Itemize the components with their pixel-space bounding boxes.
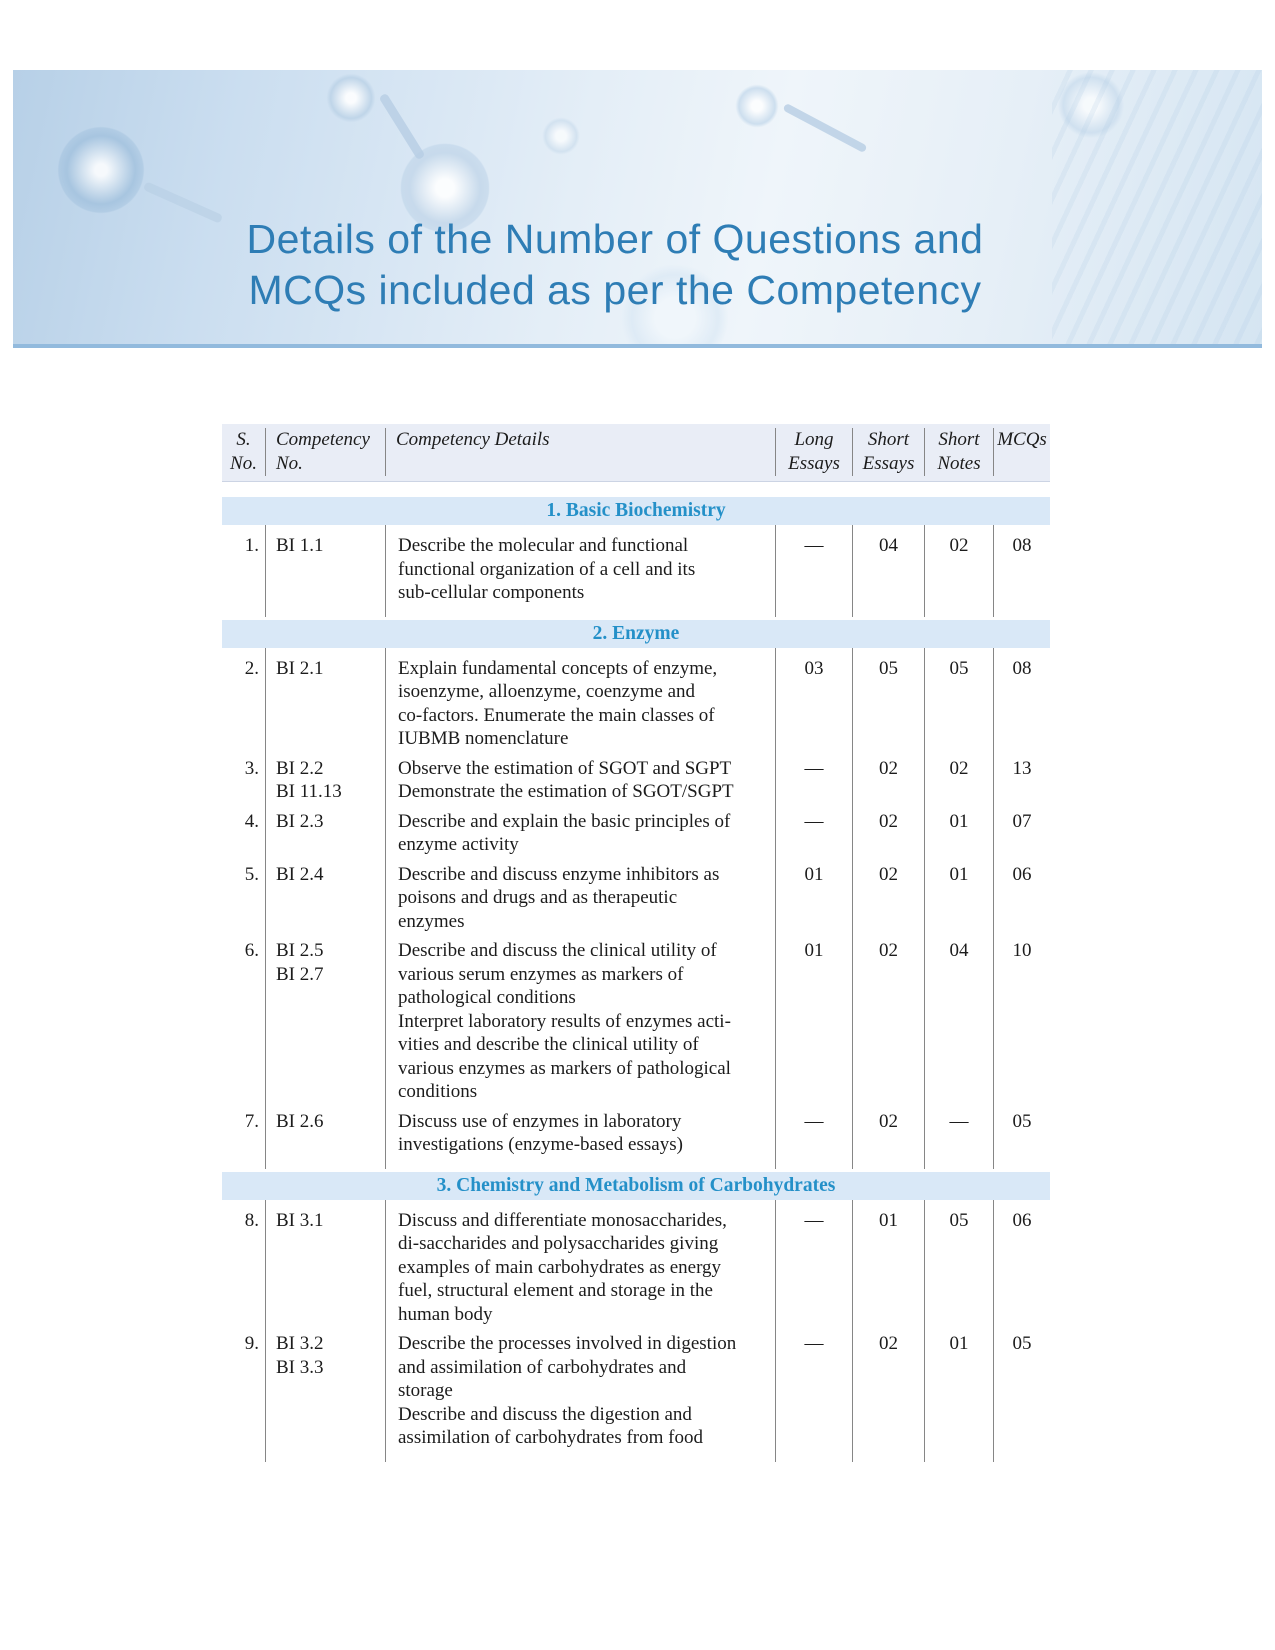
cell-serial-number: 8.	[244, 1209, 259, 1231]
cell-serial-number: 7.	[244, 1110, 259, 1132]
section-rows: 8. BI 3.1 Discuss and differentiate mono…	[222, 1199, 1050, 1462]
cell-serial-number: 5.	[244, 863, 259, 885]
cell-competency-details: Describe the processes involved in diges…	[385, 1329, 775, 1462]
cell-competency-number: BI 2.3	[265, 806, 385, 860]
cell-long-essays: 03	[775, 647, 852, 754]
section-title: 2. Enzyme	[592, 622, 680, 644]
cell-short-essays: 02	[852, 936, 924, 1107]
cell-short-essays: 02	[852, 1106, 924, 1169]
cell-long-essays: —	[775, 1199, 852, 1329]
header-short-notes: Short Notes	[924, 428, 993, 476]
molecule-bond-graphic	[782, 102, 868, 154]
header-competency-no: Competency No.	[265, 428, 385, 476]
cell-short-notes: 05	[924, 1199, 993, 1329]
page-title-line1: Details of the Number of Questions and	[246, 216, 984, 262]
section-rows: 1. BI 1.1 Describe the molecular and fun…	[222, 525, 1050, 617]
cell-mcqs: 06	[993, 859, 1050, 936]
cell-short-essays: 02	[852, 753, 924, 807]
competency-table: S. No. Competency No. Competency Details…	[222, 424, 1050, 1462]
cell-serial-number: 2.	[244, 657, 259, 679]
cell-long-essays: 01	[775, 936, 852, 1107]
table-header-row: S. No. Competency No. Competency Details…	[222, 424, 1050, 482]
cell-long-essays: —	[775, 525, 852, 617]
cell-long-essays: —	[775, 1106, 852, 1169]
cell-competency-details: Describe and explain the basic principle…	[385, 806, 775, 860]
header-long-essays: Long Essays	[775, 428, 852, 476]
cell-mcqs: 05	[993, 1329, 1050, 1462]
cell-competency-details: Explain fundamental concepts of enzyme, …	[385, 647, 775, 754]
cell-competency-number: BI 1.1	[265, 525, 385, 617]
page-title: Details of the Number of Questions and M…	[230, 214, 1000, 316]
header-short-essays: Short Essays	[852, 428, 924, 476]
cell-mcqs: 10	[993, 936, 1050, 1107]
cell-competency-number: BI 2.4	[265, 859, 385, 936]
cell-short-notes: 01	[924, 859, 993, 936]
cell-long-essays: —	[775, 753, 852, 807]
cell-short-notes: 01	[924, 1329, 993, 1462]
cell-competency-number: BI 2.6	[265, 1106, 385, 1169]
cell-serial-number: 4.	[244, 810, 259, 832]
cell-mcqs: 06	[993, 1199, 1050, 1329]
cell-short-notes: —	[924, 1106, 993, 1169]
cell-short-essays: 02	[852, 1329, 924, 1462]
cell-short-essays: 02	[852, 859, 924, 936]
cell-mcqs: 08	[993, 525, 1050, 617]
cell-competency-details: Discuss and differentiate monosaccharide…	[385, 1199, 775, 1329]
header-competency-details: Competency Details	[385, 428, 775, 476]
cell-short-notes: 02	[924, 753, 993, 807]
cell-competency-number: BI 3.2 BI 3.3	[265, 1329, 385, 1462]
cell-long-essays: 01	[775, 859, 852, 936]
cell-short-notes: 01	[924, 806, 993, 860]
cell-short-notes: 02	[924, 525, 993, 617]
cell-short-notes: 04	[924, 936, 993, 1107]
cell-mcqs: 07	[993, 806, 1050, 860]
cell-short-essays: 01	[852, 1199, 924, 1329]
cell-competency-number: BI 3.1	[265, 1199, 385, 1329]
cell-competency-details: Describe and discuss the clinical utilit…	[385, 936, 775, 1107]
section-header: 1. Basic Biochemistry	[222, 497, 1050, 525]
cell-long-essays: —	[775, 806, 852, 860]
section-header: 2. Enzyme	[222, 619, 1050, 648]
header-banner: Details of the Number of Questions and M…	[13, 70, 1262, 348]
cell-competency-number: BI 2.2 BI 11.13	[265, 753, 385, 807]
molecule-bond-graphic	[378, 92, 426, 161]
header-sno: S. No.	[230, 429, 257, 474]
cell-competency-number: BI 2.1	[265, 647, 385, 754]
cell-short-essays: 04	[852, 525, 924, 617]
section-title: 1. Basic Biochemistry	[546, 500, 726, 522]
header-mcqs: MCQs	[993, 428, 1050, 476]
section-rows: 2. BI 2.1 Explain fundamental concepts o…	[222, 647, 1050, 1169]
cell-competency-details: Discuss use of enzymes in laboratory inv…	[385, 1106, 775, 1169]
section-header: 3. Chemistry and Metabolism of Carbohydr…	[222, 1171, 1050, 1200]
cell-competency-details: Describe the molecular and functional fu…	[385, 525, 775, 617]
cell-competency-details: Describe and discuss enzyme inhibitors a…	[385, 859, 775, 936]
cell-short-notes: 05	[924, 647, 993, 754]
cell-competency-number: BI 2.5 BI 2.7	[265, 936, 385, 1107]
cell-short-essays: 05	[852, 647, 924, 754]
cell-competency-details: Observe the estimation of SGOT and SGPT …	[385, 753, 775, 807]
cell-serial-number: 3.	[244, 757, 259, 779]
molecule-bond-graphic	[142, 181, 224, 224]
cell-serial-number: 6.	[244, 940, 259, 961]
cell-mcqs: 05	[993, 1106, 1050, 1169]
competency-table-body: 1. Basic Biochemistry 1. BI 1.1 Describe…	[222, 497, 1050, 1462]
cell-short-essays: 02	[852, 806, 924, 860]
dna-helix-graphic	[1052, 70, 1262, 344]
cell-mcqs: 13	[993, 753, 1050, 807]
cell-serial-number: 9.	[244, 1333, 259, 1354]
header-gap	[222, 482, 1050, 494]
cell-long-essays: —	[775, 1329, 852, 1462]
section-title: 3. Chemistry and Metabolism of Carbohydr…	[436, 1174, 836, 1196]
cell-serial-number: 1.	[244, 535, 259, 556]
page-title-line2: MCQs included as per the Competency	[248, 267, 982, 313]
cell-mcqs: 08	[993, 647, 1050, 754]
